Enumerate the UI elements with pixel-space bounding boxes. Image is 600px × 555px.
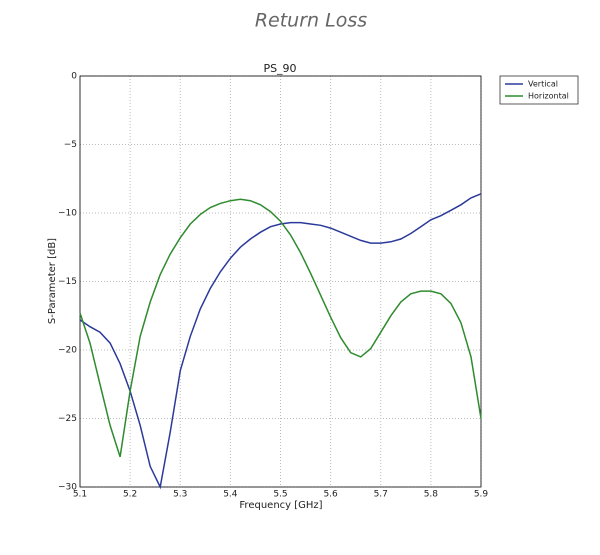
series-line xyxy=(79,193,482,490)
y-tick-label: −25 xyxy=(58,414,77,424)
x-tick-label: 5.5 xyxy=(273,490,287,500)
y-axis-label: S-Parameter [dB] xyxy=(47,238,58,324)
legend-label: Vertical xyxy=(528,80,558,89)
x-tick-label: 5.4 xyxy=(223,490,238,500)
x-tick-label: 5.3 xyxy=(173,490,187,500)
page-title: Return Loss xyxy=(255,10,367,32)
y-tick-label: −20 xyxy=(58,346,77,356)
x-axis-label: Frequency [GHz] xyxy=(239,500,322,511)
y-tick-label: 0 xyxy=(71,72,77,82)
x-tick-label: 5.2 xyxy=(123,490,137,500)
x-tick-label: 5.1 xyxy=(73,490,87,500)
y-tick-label: −5 xyxy=(64,140,77,150)
x-tick-label: 5.7 xyxy=(374,490,388,500)
x-tick-label: 5.6 xyxy=(323,490,338,500)
legend-box xyxy=(499,75,579,105)
legend-label: Horizontal xyxy=(528,92,569,101)
series-line xyxy=(79,198,482,458)
y-tick-label: −10 xyxy=(58,209,77,219)
chart-title: PS_90 xyxy=(263,62,296,75)
x-tick-label: 5.9 xyxy=(474,490,489,500)
plot-frame xyxy=(79,75,482,488)
y-tick-label: −15 xyxy=(58,277,77,287)
y-tick-label: −30 xyxy=(58,483,77,493)
x-tick-label: 5.8 xyxy=(424,490,439,500)
